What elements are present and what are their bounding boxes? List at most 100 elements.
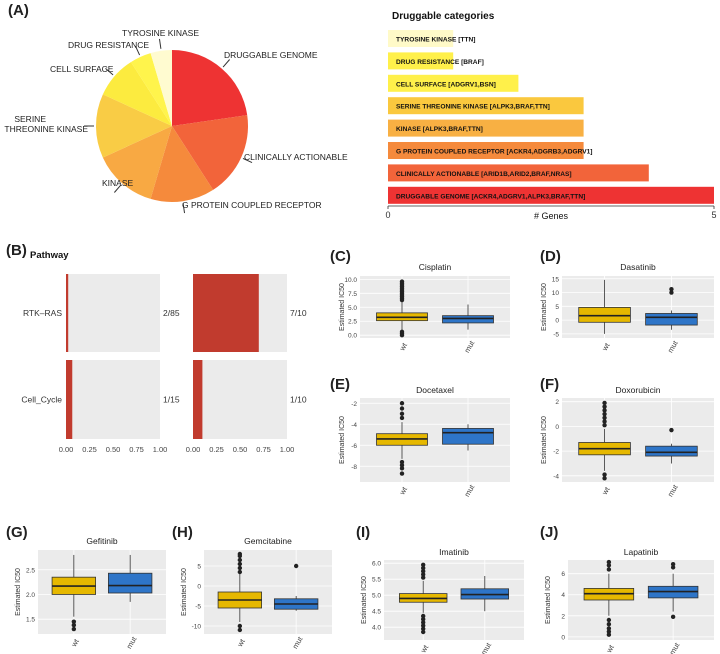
boxplot-x-tick-label: mut [666,482,681,498]
pathway-row-label: Cell_Cycle [21,395,62,405]
boxplot-y-tick-label: 7.5 [348,291,357,298]
boxplot-outlier [602,404,607,409]
boxplot-y-tick-label: 15 [552,276,560,283]
boxplot-outlier [602,419,607,424]
pathway-bar [66,274,69,352]
pie-slice-label: G PROTEIN COUPLED RECEPTOR [182,200,322,210]
boxplot-y-tick-label: -5 [195,604,201,611]
pie-slice-label: SERINE [14,114,46,124]
boxplot-outlier [399,466,405,471]
druggable-x-tick-label: 0 [385,210,390,220]
panel-letter-g: (G) [6,524,28,541]
druggable-bar [388,97,584,115]
druggable-bar [388,142,584,159]
boxplot-outlier [669,290,674,295]
boxplot-box [578,307,631,323]
boxplot-outlier [670,562,676,567]
boxplot-outlier [602,415,607,420]
pie-leader-line [158,38,162,49]
druggable-bar-label: DRUGGABLE GENOME [ACKR4,ADGRV1,ALPK3,BRA… [396,193,585,200]
boxplot-y-tick-label: 2.5 [348,319,357,326]
druggable-bar-label: CLINICALLY ACTIONABLE [ARID1B,ARID2,BRAF… [396,171,572,178]
boxplot-y-tick-label: 0 [555,424,559,431]
boxplot-box [645,313,698,326]
boxplot-y-tick-label: 0 [561,634,565,641]
pathway-fraction-label: 2/85 [163,308,180,318]
pathway-bar [193,274,259,352]
pathway-fraction-label: 1/10 [290,395,307,405]
boxplot-x-tick-label: wt [397,484,410,497]
boxplot-y-tick-label: 10.0 [344,277,357,284]
pathway-cell-bg [193,360,287,439]
boxplot-outlier [399,459,405,465]
boxplot-y-tick-label: -5 [553,331,559,338]
boxplot-x-tick-label: mut [666,338,681,354]
boxplot-outlier [421,623,426,628]
boxplot-outlier [606,567,612,572]
pathway-title: Pathway [30,250,69,261]
pie-slice-label: THREONINE KINASE [4,124,88,134]
boxplot-outlier [399,406,405,411]
druggable-x-tick-label: 5 [711,210,716,220]
boxplot-outlier [237,569,243,575]
boxplot-outlier [421,626,426,631]
boxplot-outlier [421,620,426,625]
pathway-fraction-label: 1/15 [163,395,180,405]
boxplot-outlier [71,619,77,624]
boxplot-y-tick-label: -6 [351,443,357,450]
pathway-x-tick-label: 0.50 [233,445,248,454]
pathway-cell-bg [66,360,160,439]
boxplot-y-tick-label: 5.5 [372,577,381,584]
boxplot-y-tick-label: 1.5 [26,617,35,624]
pathway-x-tick-label: 0.75 [129,445,144,454]
boxplot-outlier [237,623,243,629]
boxplot-x-tick-label: mut [479,640,494,654]
boxplot-x-tick-label: wt [604,642,617,654]
boxplot-x-tick-label: mut [290,634,305,650]
boxplot-title: Gemcitabine [244,536,292,546]
pie-slice [150,126,214,202]
boxplot-outlier [421,562,426,567]
pathway-x-tick-label: 0.50 [106,445,121,454]
boxplot-x-tick-label: wt [600,340,613,353]
boxplot-outlier [421,617,426,622]
boxplot-outlier [237,565,243,571]
pie-slice-label: CLINICALLY ACTIONABLE [244,152,348,162]
pathway-bar [193,360,203,439]
boxplot-outlier [421,613,426,619]
boxplot-y-tick-label: 5 [197,564,201,571]
druggable-bar [388,164,649,182]
boxplot-title: Imatinib [439,547,469,557]
boxplot-y-tick-label: 5.0 [348,305,357,312]
pathway-x-tick-label: 0.25 [209,445,224,454]
pie-leader-line [113,184,122,193]
boxplot-y-tick-label: -2 [553,449,559,456]
boxplot-outlier [606,559,612,565]
boxplot-x-tick-label: wt [235,636,248,649]
boxplot-y-tick-label: 6.0 [372,561,381,568]
boxplot-outlier [237,561,243,567]
boxplot-outlier [669,287,674,292]
boxplot-title: Docetaxel [416,385,454,395]
boxplot-y-axis-label: Estimated IC50 [15,568,22,616]
boxplot-outlier [602,476,607,481]
pathway-x-tick-label: 0.00 [186,445,201,454]
boxplot-x-tick-label: wt [397,340,410,353]
boxplot-outlier [606,563,612,568]
pathway-row-label: RTK–RAS [23,308,62,318]
druggable-bar-label: DRUG RESISTANCE [BRAF] [396,59,484,66]
pie-slice [95,94,172,158]
boxplot-outlier [670,565,676,570]
boxplot-outlier [602,411,607,417]
boxplot-y-tick-label: 5 [555,304,559,311]
pie-leader-line [105,67,114,76]
boxplot-outlier [602,408,607,413]
boxplot-outlier [421,565,426,571]
boxplot-outlier [71,622,77,628]
boxplot-y-tick-label: 5.0 [372,593,381,600]
boxplot-y-tick-label: 2 [555,399,559,406]
boxplot-outlier [669,427,674,433]
boxplot-title: Cisplatin [419,262,452,272]
boxplot-y-tick-label: 4.0 [372,625,381,632]
